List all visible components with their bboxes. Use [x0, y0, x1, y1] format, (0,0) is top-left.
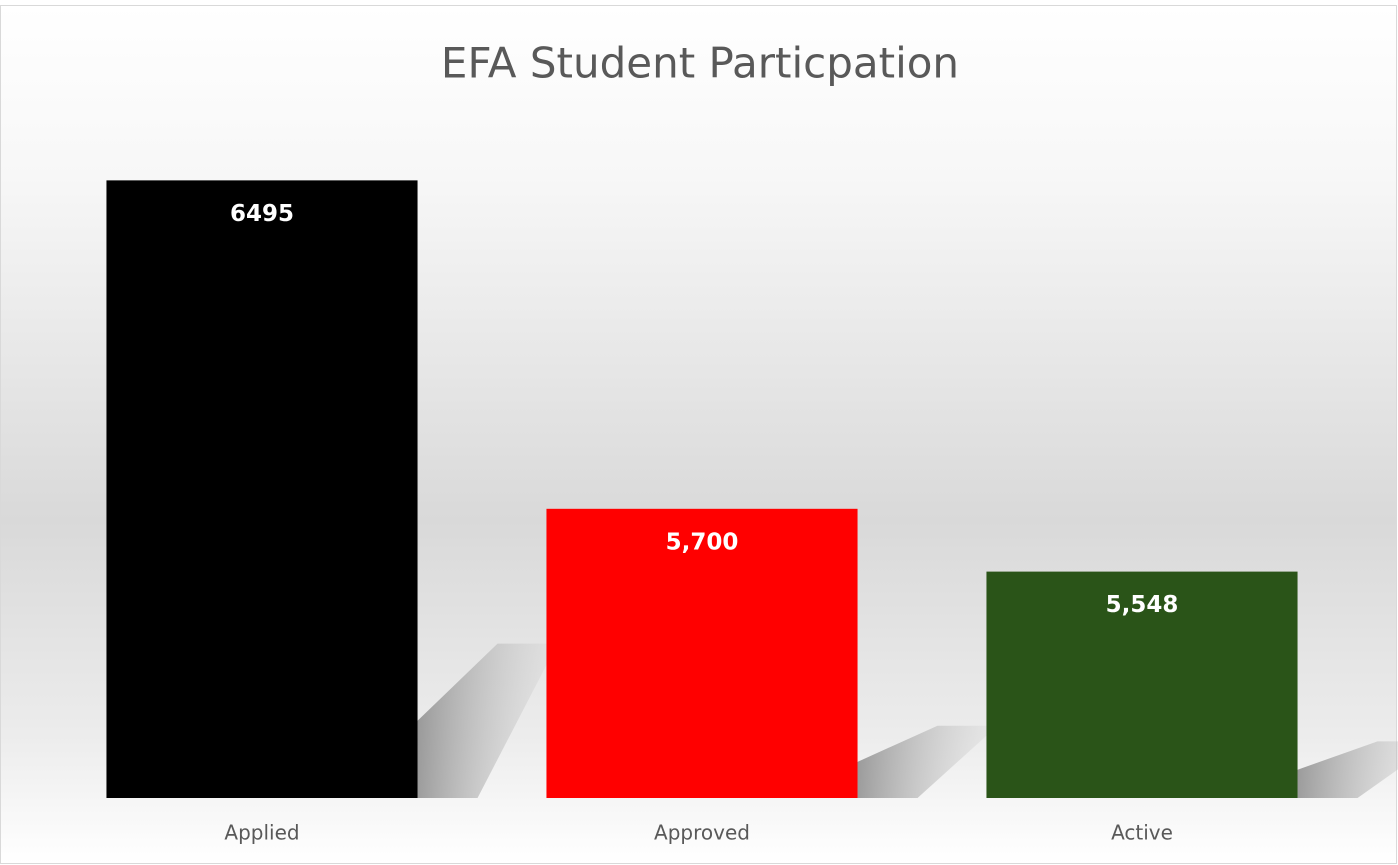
data-label: 5,700 [666, 529, 739, 555]
data-label: 5,548 [1106, 592, 1179, 618]
bar-shadow [1297, 741, 1398, 798]
data-label: 6495 [230, 201, 294, 227]
bar-shadow [857, 725, 998, 798]
x-tick-label: Active [1111, 821, 1173, 845]
x-tick-label: Approved [654, 821, 750, 845]
chart-title: EFA Student Particpation [441, 39, 959, 88]
bar-shadow [417, 643, 558, 798]
x-tick-label: Applied [224, 821, 299, 845]
bar [986, 571, 1298, 798]
bar [106, 180, 418, 799]
bar [546, 508, 858, 798]
